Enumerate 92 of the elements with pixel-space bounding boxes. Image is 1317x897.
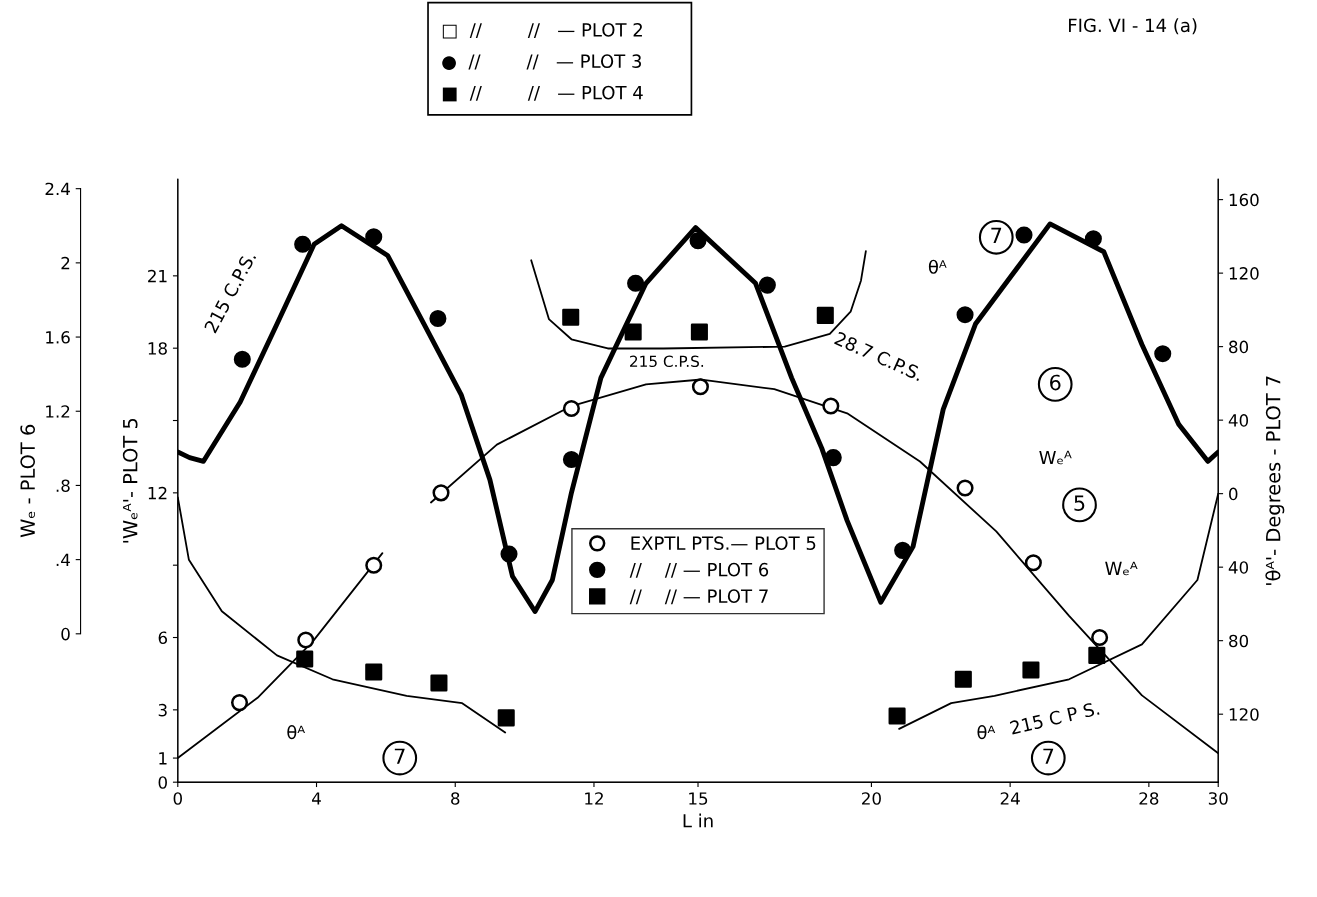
annotation: 215 C P S. bbox=[1009, 701, 1100, 735]
point bbox=[297, 631, 315, 649]
x-tick-label: 12 bbox=[585, 792, 603, 805]
y-tick-label: 12 bbox=[148, 486, 167, 500]
point bbox=[294, 235, 312, 253]
point bbox=[1024, 554, 1042, 572]
annotation: 5 bbox=[1074, 495, 1085, 511]
point bbox=[691, 378, 709, 396]
annotation: 215 C.P.S. bbox=[630, 355, 704, 368]
point bbox=[816, 306, 834, 324]
point bbox=[627, 274, 645, 292]
point bbox=[956, 479, 974, 497]
point bbox=[1015, 226, 1033, 244]
point bbox=[562, 308, 580, 326]
y2-tick-label: 120 bbox=[1229, 708, 1259, 721]
x-tick-label: 20 bbox=[862, 792, 881, 805]
y2-tick-label: 40 bbox=[1228, 414, 1249, 427]
point bbox=[954, 670, 972, 688]
annotation: 7 bbox=[394, 748, 405, 764]
x-tick-label: 0 bbox=[173, 792, 182, 805]
point bbox=[500, 545, 518, 563]
point bbox=[497, 709, 515, 727]
y-tick-label: 3 bbox=[158, 703, 167, 717]
x-tick-label: 24 bbox=[1000, 792, 1020, 805]
y2-tick-label: 120 bbox=[1229, 267, 1259, 280]
point bbox=[894, 541, 912, 559]
y3-tick-label: 0 bbox=[61, 627, 70, 641]
y-axis-title: 'Wₑᴬ'- PLOT 5 bbox=[122, 418, 138, 543]
annotation: Wₑᴬ bbox=[1105, 561, 1138, 576]
annotation: θᴬ bbox=[977, 725, 996, 740]
y2-tick-label: 0 bbox=[1229, 487, 1238, 501]
point bbox=[888, 707, 906, 725]
y3-tick-label: 1.2 bbox=[46, 405, 70, 418]
y-tick-label: 18 bbox=[148, 342, 167, 355]
y3-axis-title: Wₑ - PLOT 6 bbox=[20, 424, 36, 538]
point bbox=[822, 397, 840, 415]
annotation: θᴬ bbox=[287, 725, 306, 740]
point bbox=[230, 694, 249, 712]
y2-tick-label: 80 bbox=[1229, 634, 1249, 648]
y-tick-label: 1 bbox=[159, 752, 167, 765]
point bbox=[1154, 345, 1172, 363]
y3-tick-label: 2.4 bbox=[45, 182, 70, 196]
point bbox=[1084, 230, 1102, 248]
y-tick-label: 6 bbox=[158, 631, 168, 645]
point bbox=[365, 556, 383, 574]
annotation: 7 bbox=[991, 227, 1002, 244]
text: □ // // — PLOT 2 bbox=[442, 22, 642, 39]
legend-label: EXPTL PTS.— PLOT 5 bbox=[631, 536, 816, 550]
point bbox=[758, 276, 776, 294]
legend-label: // // — PLOT 6 bbox=[629, 562, 769, 578]
point bbox=[562, 450, 580, 468]
annotation: θᴬ bbox=[928, 259, 947, 274]
point bbox=[296, 650, 314, 668]
x-tick-label: 8 bbox=[451, 792, 460, 805]
point bbox=[432, 484, 450, 502]
text: ● // // — PLOT 3 bbox=[442, 54, 641, 70]
point bbox=[233, 350, 251, 368]
y-tick-label: 0 bbox=[158, 776, 167, 789]
x-tick-label: 28 bbox=[1139, 792, 1159, 805]
y3-tick-label: .8 bbox=[56, 479, 70, 492]
point bbox=[562, 399, 580, 417]
y3-tick-label: .4 bbox=[56, 553, 70, 566]
point bbox=[624, 323, 642, 341]
point bbox=[956, 306, 974, 324]
annotation: 28.7 C.P.S. bbox=[833, 331, 924, 382]
x-tick-label: 15 bbox=[689, 792, 708, 805]
y2-tick-label: 40 bbox=[1228, 561, 1249, 574]
x-axis-title: L in bbox=[683, 813, 713, 828]
y2-tick-label: 80 bbox=[1229, 340, 1249, 354]
point bbox=[1022, 661, 1040, 679]
point bbox=[1088, 646, 1106, 664]
y2-axis-title: 'θᴬ'- Degrees - PLOT 7 bbox=[1265, 376, 1285, 585]
annotation: 6 bbox=[1050, 374, 1061, 391]
point bbox=[824, 449, 842, 467]
annotation: Wₑᴬ bbox=[1039, 450, 1072, 465]
point bbox=[430, 674, 448, 692]
point bbox=[365, 228, 383, 246]
point bbox=[690, 323, 708, 341]
point bbox=[689, 232, 707, 250]
y2-tick-label: 160 bbox=[1229, 193, 1259, 207]
x-tick-label: 4 bbox=[312, 792, 321, 805]
x-tick-label: 30 bbox=[1208, 792, 1228, 805]
legend-label: // // — PLOT 7 bbox=[629, 589, 768, 605]
y3-tick-label: 1.6 bbox=[46, 331, 70, 344]
point bbox=[1091, 628, 1109, 647]
y3-tick-label: 2 bbox=[61, 256, 70, 270]
point bbox=[365, 663, 383, 681]
y-tick-label: 21 bbox=[148, 269, 167, 283]
chart-title: FIG. VI - 14 (a) bbox=[1069, 18, 1197, 35]
annotation: 7 bbox=[1043, 748, 1054, 764]
point bbox=[429, 309, 447, 328]
text: ■ // // — PLOT 4 bbox=[442, 85, 643, 102]
